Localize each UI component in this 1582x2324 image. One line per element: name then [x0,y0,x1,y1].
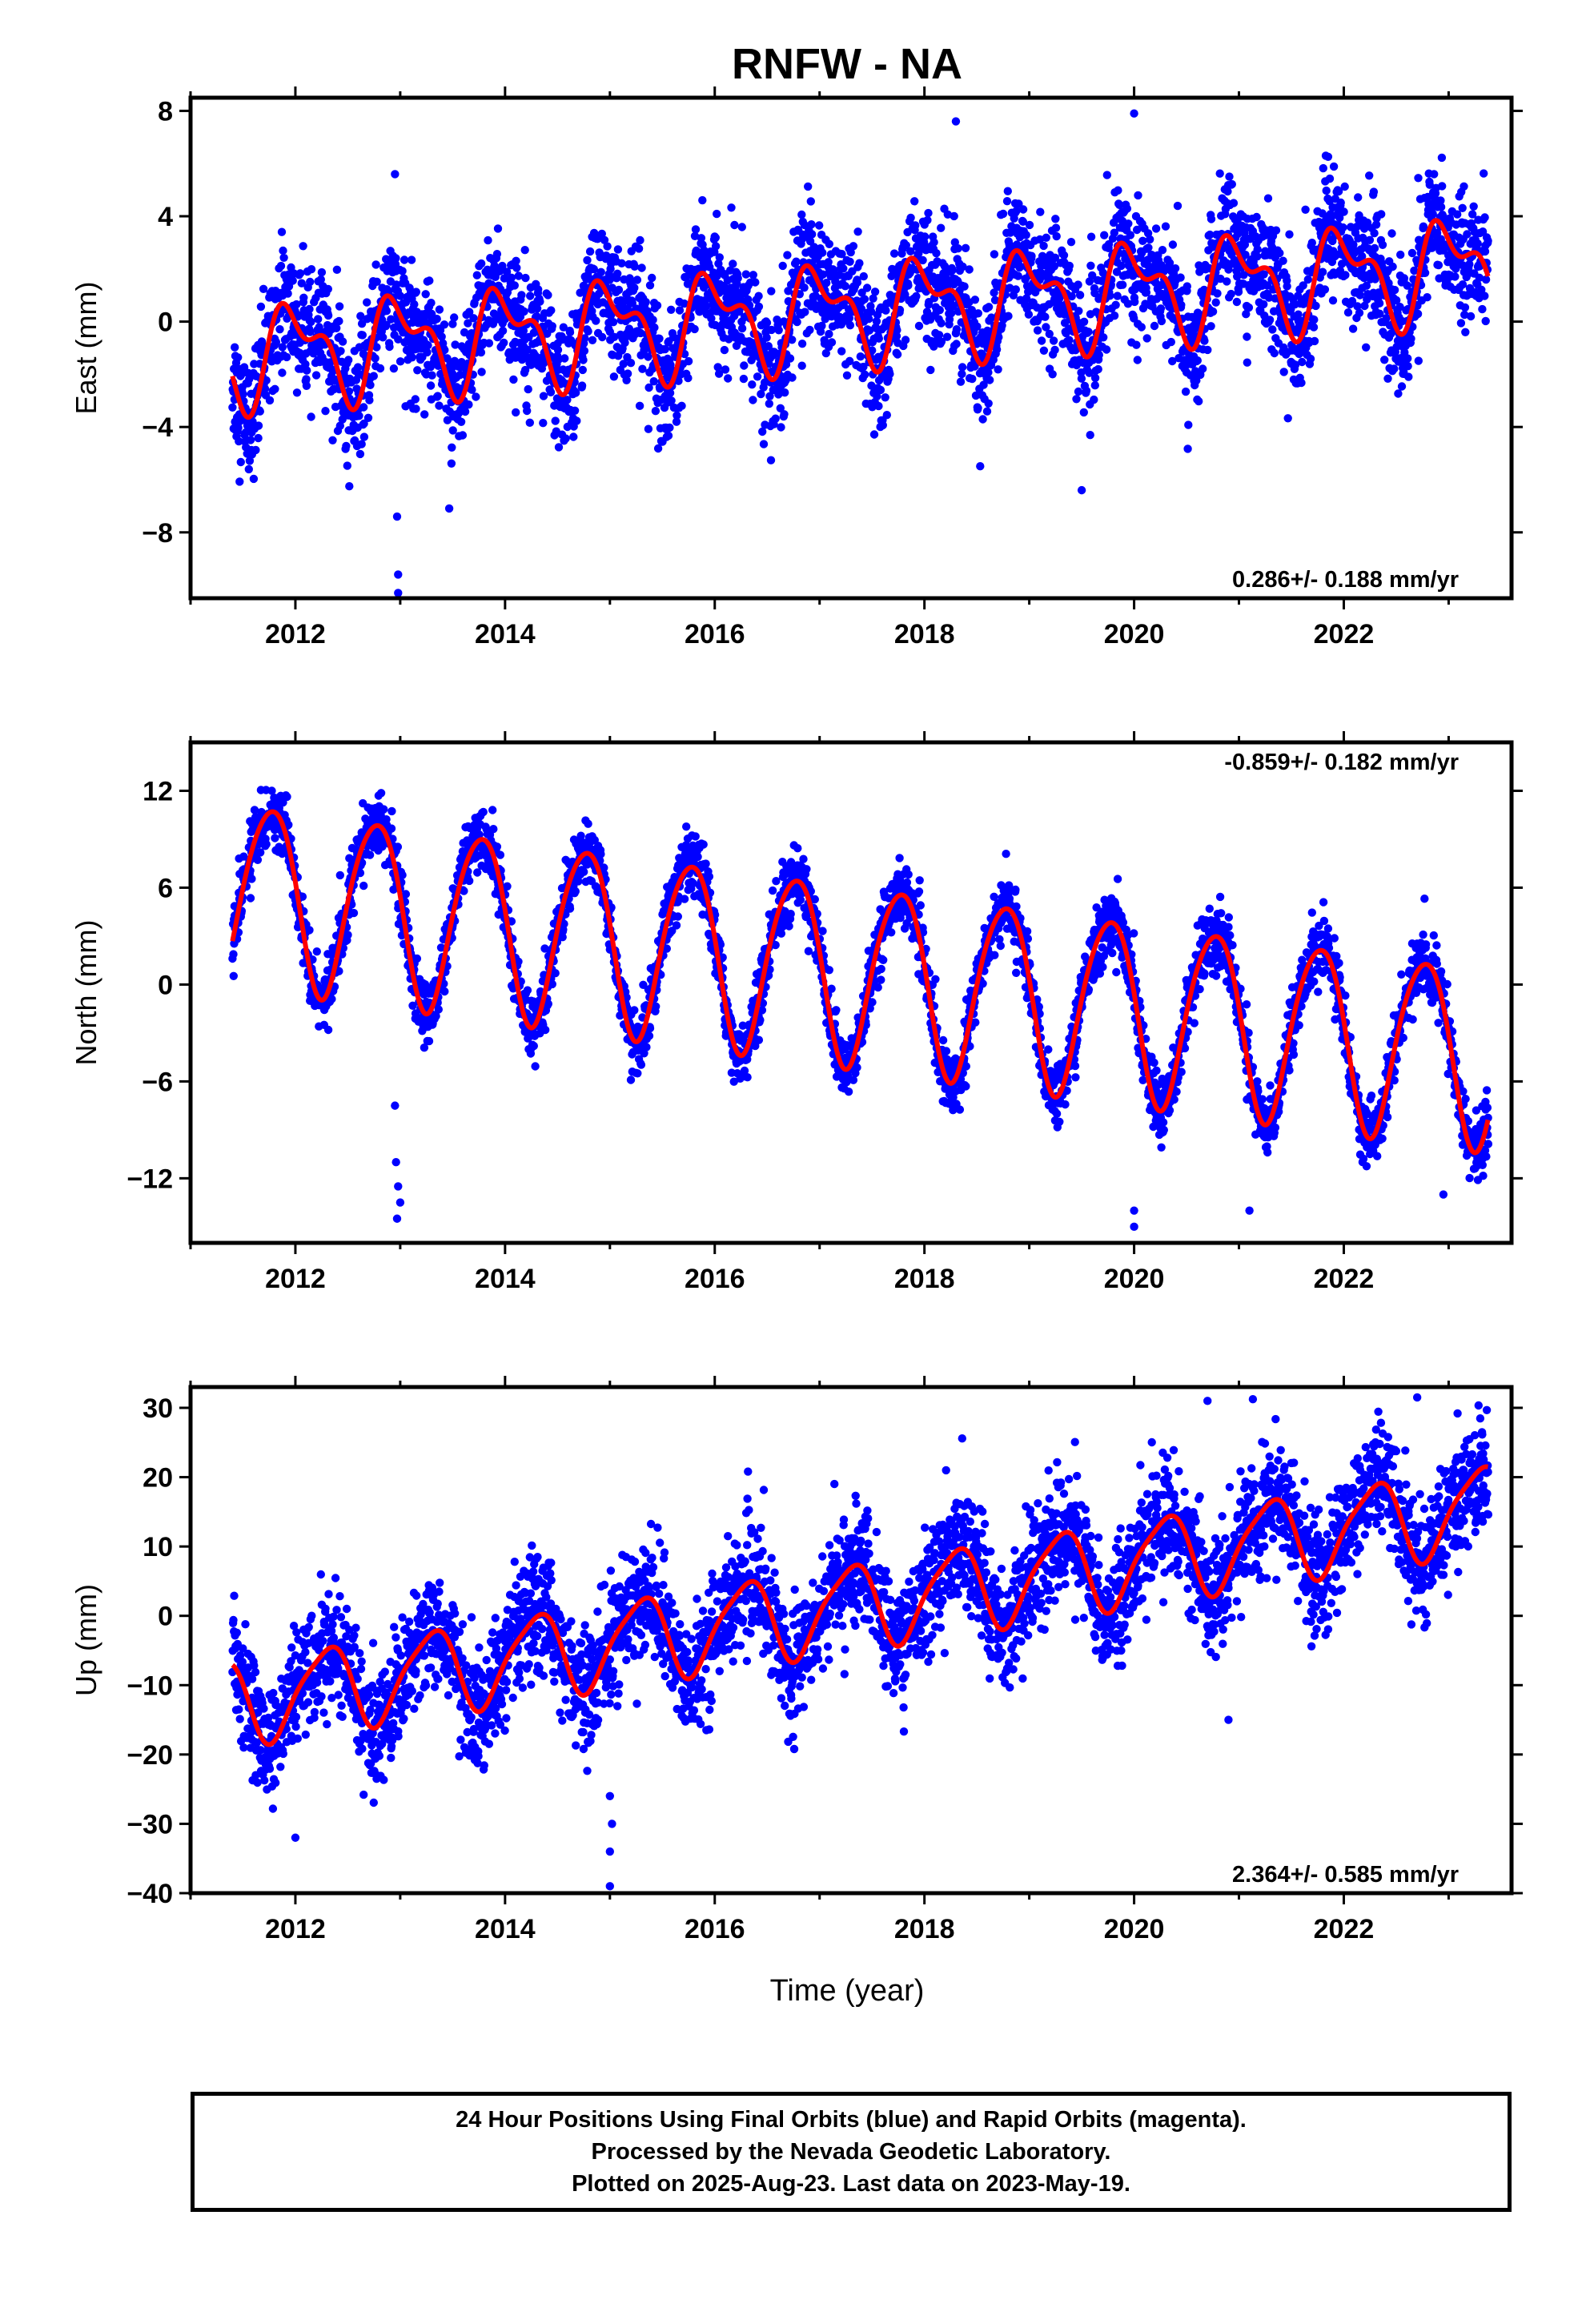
outlier-point [1130,1206,1138,1215]
plot-frame [188,740,1514,1245]
model-fit-line [230,218,1491,420]
up-panel: 2012 2014 2016 2018 2020 2022 −40 −30 −20 −10 0 10 2… [70,1376,1523,1944]
outlier-point [605,1791,615,1800]
y-tick-label: 20 [143,1463,173,1494]
y-tick-label: −12 [126,1164,173,1194]
east-panel: 2012 2014 2016 2018 2020 2022 −8 −4 0 4 8 East (mm)… [70,86,1523,649]
x-tick-label: 2022 [1314,1914,1375,1944]
outlier-point [608,1819,616,1828]
x-tick-label: 2020 [1104,1914,1165,1944]
outlier-point [1224,1715,1233,1724]
x-tick-label: 2012 [265,1264,326,1294]
caption-box: 24 Hour Positions Using Final Orbits (bl… [191,2092,1512,2212]
x-tick-label: 2014 [475,1264,536,1294]
outlier-point [1245,1206,1254,1215]
x-tick-label: 2018 [894,619,955,649]
daily-position-points [228,786,1493,1184]
y-tick-label: −20 [126,1740,173,1771]
data-points [228,786,1493,1232]
outlier-point [1439,1190,1448,1199]
outlier-point [1130,1222,1138,1232]
outlier-point [392,1214,402,1223]
caption-line-2: Processed by the Nevada Geodetic Laborat… [591,2139,1111,2165]
outlier-point [394,1182,403,1191]
outlier-point [1130,109,1138,118]
outlier-point [391,1157,400,1167]
caption-line-3: Plotted on 2025-Aug-23. Last data on 202… [572,2171,1130,2197]
x-tick-label: 2012 [265,619,326,649]
y-tick-label: 0 [158,308,173,338]
rate-label: -0.859+/- 0.182 mm/yr [1224,750,1459,775]
daily-position-points [228,151,1492,513]
outlier-point [1203,1397,1212,1405]
y-tick-label: 8 [158,96,173,127]
plot-frame [188,1385,1514,1896]
outlier-point [392,512,402,521]
x-tick-label: 2016 [685,619,745,649]
y-tick-label: 12 [143,776,173,806]
y-axis-label: Up (mm) [70,1584,102,1696]
model-fit-line [230,809,1491,1156]
outlier-point [1412,1393,1422,1402]
y-tick-label: 0 [158,1602,173,1632]
x-tick-label: 2022 [1314,619,1375,649]
y-tick-label: −40 [126,1879,173,1909]
y-tick-label: −4 [142,412,173,443]
rate-label: 2.364+/- 0.585 mm/yr [1232,1862,1459,1888]
daily-position-points [228,1394,1493,1813]
x-tick-label: 2018 [894,1914,955,1944]
outlier-point [396,1198,405,1207]
y-tick-label: −10 [126,1671,173,1701]
x-tick-label: 2022 [1314,1264,1375,1294]
model-fit-line [231,1464,1490,1747]
outlier-point [394,570,403,579]
y-tick-label: 30 [143,1393,173,1424]
x-tick-label: 2016 [685,1914,745,1944]
x-tick-label: 2012 [265,1914,326,1944]
data-points [228,1393,1493,1891]
outlier-point [291,1833,300,1842]
x-tick-label: 2016 [685,1264,745,1294]
plot-frame [188,95,1514,601]
outlier-point [1077,485,1086,495]
data-points [228,109,1492,597]
y-tick-label: 10 [143,1532,173,1562]
x-axis-label: Time (year) [770,1974,925,2008]
y-tick-label: 4 [158,202,173,232]
y-tick-label: −30 [126,1809,173,1839]
outlier-point [391,170,400,179]
outlier-point [605,1882,615,1891]
y-tick-label: −6 [142,1067,173,1097]
chart-title: RNFW - NA [732,40,962,88]
north-panel: 2012 2014 2016 2018 2020 2022 −12 −6 0 6 12 North (… [70,731,1523,1294]
x-tick-label: 2018 [894,1264,955,1294]
outlier-point [394,589,403,597]
x-tick-label: 2014 [475,1914,536,1944]
caption-line-1: 24 Hour Positions Using Final Orbits (bl… [456,2107,1247,2133]
y-axis-label: North (mm) [70,920,102,1066]
outlier-point [391,1101,400,1110]
x-tick-label: 2020 [1104,1264,1165,1294]
rate-label: 0.286+/- 0.188 mm/yr [1232,567,1459,593]
y-axis-label: East (mm) [70,282,102,415]
y-tick-label: 6 [158,873,173,903]
y-tick-label: −8 [142,518,173,549]
outlier-point [951,117,961,126]
outlier-point [605,1847,615,1856]
x-tick-label: 2014 [475,619,536,649]
y-tick-label: 0 [158,970,173,1000]
x-tick-label: 2020 [1104,619,1165,649]
